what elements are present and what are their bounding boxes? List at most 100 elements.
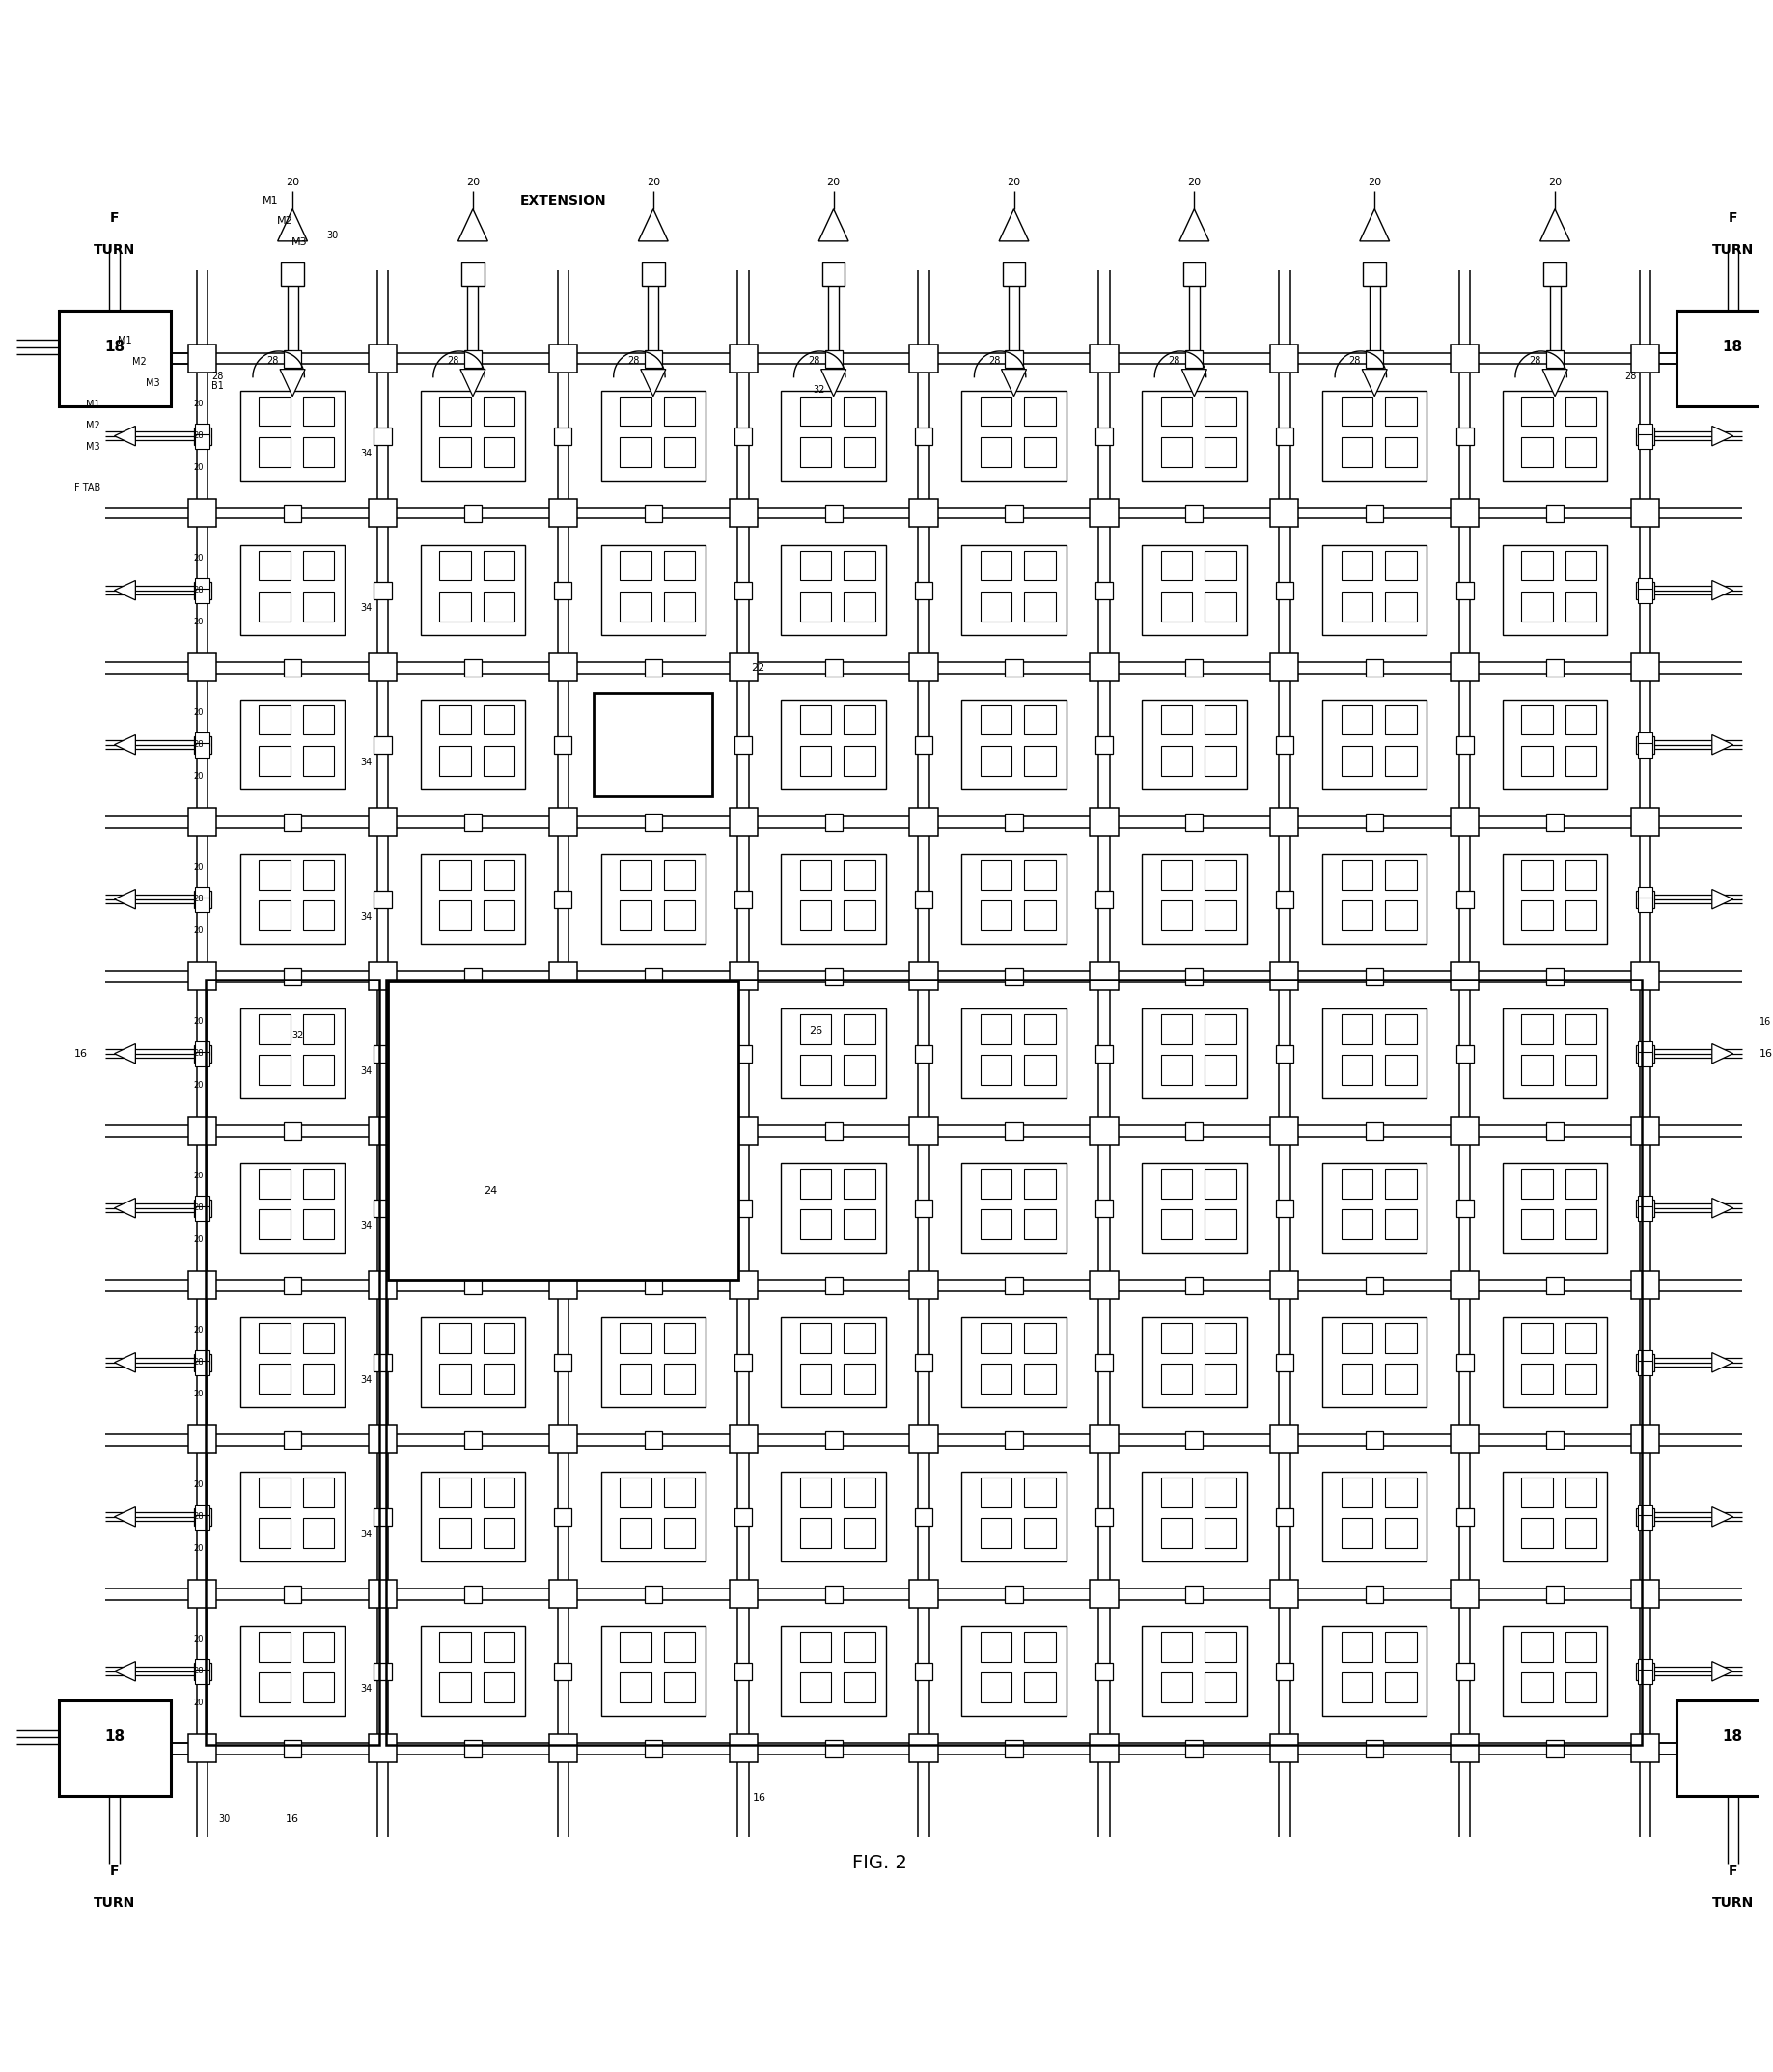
Bar [1269, 808, 1298, 835]
Bar [188, 1270, 216, 1299]
Text: M1: M1 [262, 195, 278, 205]
Bar [1521, 1672, 1553, 1703]
Bar [824, 1123, 842, 1140]
Bar [1275, 1200, 1293, 1216]
Bar [621, 1210, 651, 1239]
Bar [1204, 1055, 1236, 1086]
Bar [188, 1117, 216, 1146]
Bar [1365, 659, 1383, 675]
Text: 20: 20 [193, 1544, 204, 1552]
Bar [729, 1117, 757, 1146]
Text: 16: 16 [752, 1792, 766, 1803]
Bar [1631, 1426, 1660, 1455]
Bar [465, 503, 482, 522]
Polygon shape [1713, 580, 1732, 601]
Bar [188, 344, 216, 373]
Bar [284, 350, 301, 367]
Bar [844, 1169, 876, 1198]
Text: TURN: TURN [1711, 242, 1753, 257]
Bar [239, 700, 344, 789]
Bar [1631, 499, 1660, 526]
Bar [1186, 1276, 1204, 1295]
Bar [1456, 1508, 1473, 1525]
Bar [440, 901, 472, 930]
Bar [1566, 1672, 1597, 1703]
Bar [484, 746, 514, 777]
Text: 34: 34 [360, 1220, 372, 1231]
Bar [961, 854, 1066, 945]
Polygon shape [280, 369, 305, 396]
Bar [1096, 1662, 1113, 1680]
Text: 28: 28 [193, 895, 204, 903]
Bar [1005, 659, 1023, 675]
Bar [800, 1322, 832, 1353]
Bar [193, 1662, 211, 1680]
Bar [1636, 427, 1654, 445]
Bar [844, 901, 876, 930]
Bar [980, 1322, 1012, 1353]
Bar [1340, 1055, 1372, 1086]
Bar [1025, 1055, 1055, 1086]
Polygon shape [1713, 736, 1732, 754]
Bar [284, 1123, 301, 1140]
Bar [980, 1210, 1012, 1239]
Bar [303, 1055, 335, 1086]
Bar [1456, 891, 1473, 908]
Bar [1025, 1322, 1055, 1353]
Bar [440, 1477, 472, 1506]
Text: 26: 26 [808, 1026, 823, 1036]
Bar [1204, 593, 1236, 622]
Polygon shape [1541, 209, 1569, 240]
Bar [980, 901, 1012, 930]
Bar [800, 1672, 832, 1703]
Bar [1275, 1508, 1293, 1525]
Bar [1090, 808, 1119, 835]
Bar [1161, 1363, 1191, 1394]
Bar [420, 1318, 525, 1407]
Bar [980, 1055, 1012, 1086]
Bar [1161, 1519, 1191, 1548]
Bar [1385, 901, 1417, 930]
Bar [1504, 1318, 1608, 1407]
Bar [1566, 593, 1597, 622]
Bar [1025, 593, 1055, 622]
Bar [1521, 860, 1553, 889]
Text: 16: 16 [285, 1815, 300, 1823]
Bar [1636, 1353, 1654, 1372]
Bar [259, 1519, 291, 1548]
Bar [1636, 1662, 1654, 1680]
Text: F: F [1729, 211, 1738, 224]
Bar [910, 1270, 938, 1299]
Bar [1365, 350, 1383, 367]
Bar [259, 396, 291, 427]
Bar [644, 1740, 661, 1757]
Text: M3: M3 [87, 441, 101, 452]
Bar [1204, 1477, 1236, 1506]
Bar [1631, 808, 1660, 835]
Bar [1161, 396, 1191, 427]
Bar [1269, 344, 1298, 373]
Text: B1: B1 [211, 381, 223, 392]
Bar [369, 1270, 397, 1299]
Bar [440, 551, 472, 580]
Bar [484, 1631, 514, 1662]
Bar [800, 396, 832, 427]
Bar [1450, 808, 1479, 835]
Bar [663, 1363, 695, 1394]
Bar [1204, 860, 1236, 889]
Bar [195, 435, 209, 448]
Bar [1025, 1013, 1055, 1044]
Bar [1186, 968, 1204, 984]
Bar [303, 704, 335, 736]
Bar [844, 746, 876, 777]
Bar [800, 437, 832, 466]
Bar [729, 499, 757, 526]
Polygon shape [115, 580, 135, 601]
Bar [193, 1508, 211, 1525]
Bar [644, 1123, 661, 1140]
Text: 28: 28 [211, 371, 223, 381]
Bar [1323, 1318, 1427, 1407]
Bar [374, 891, 392, 908]
Text: 32: 32 [293, 1030, 303, 1040]
Bar [1450, 344, 1479, 373]
